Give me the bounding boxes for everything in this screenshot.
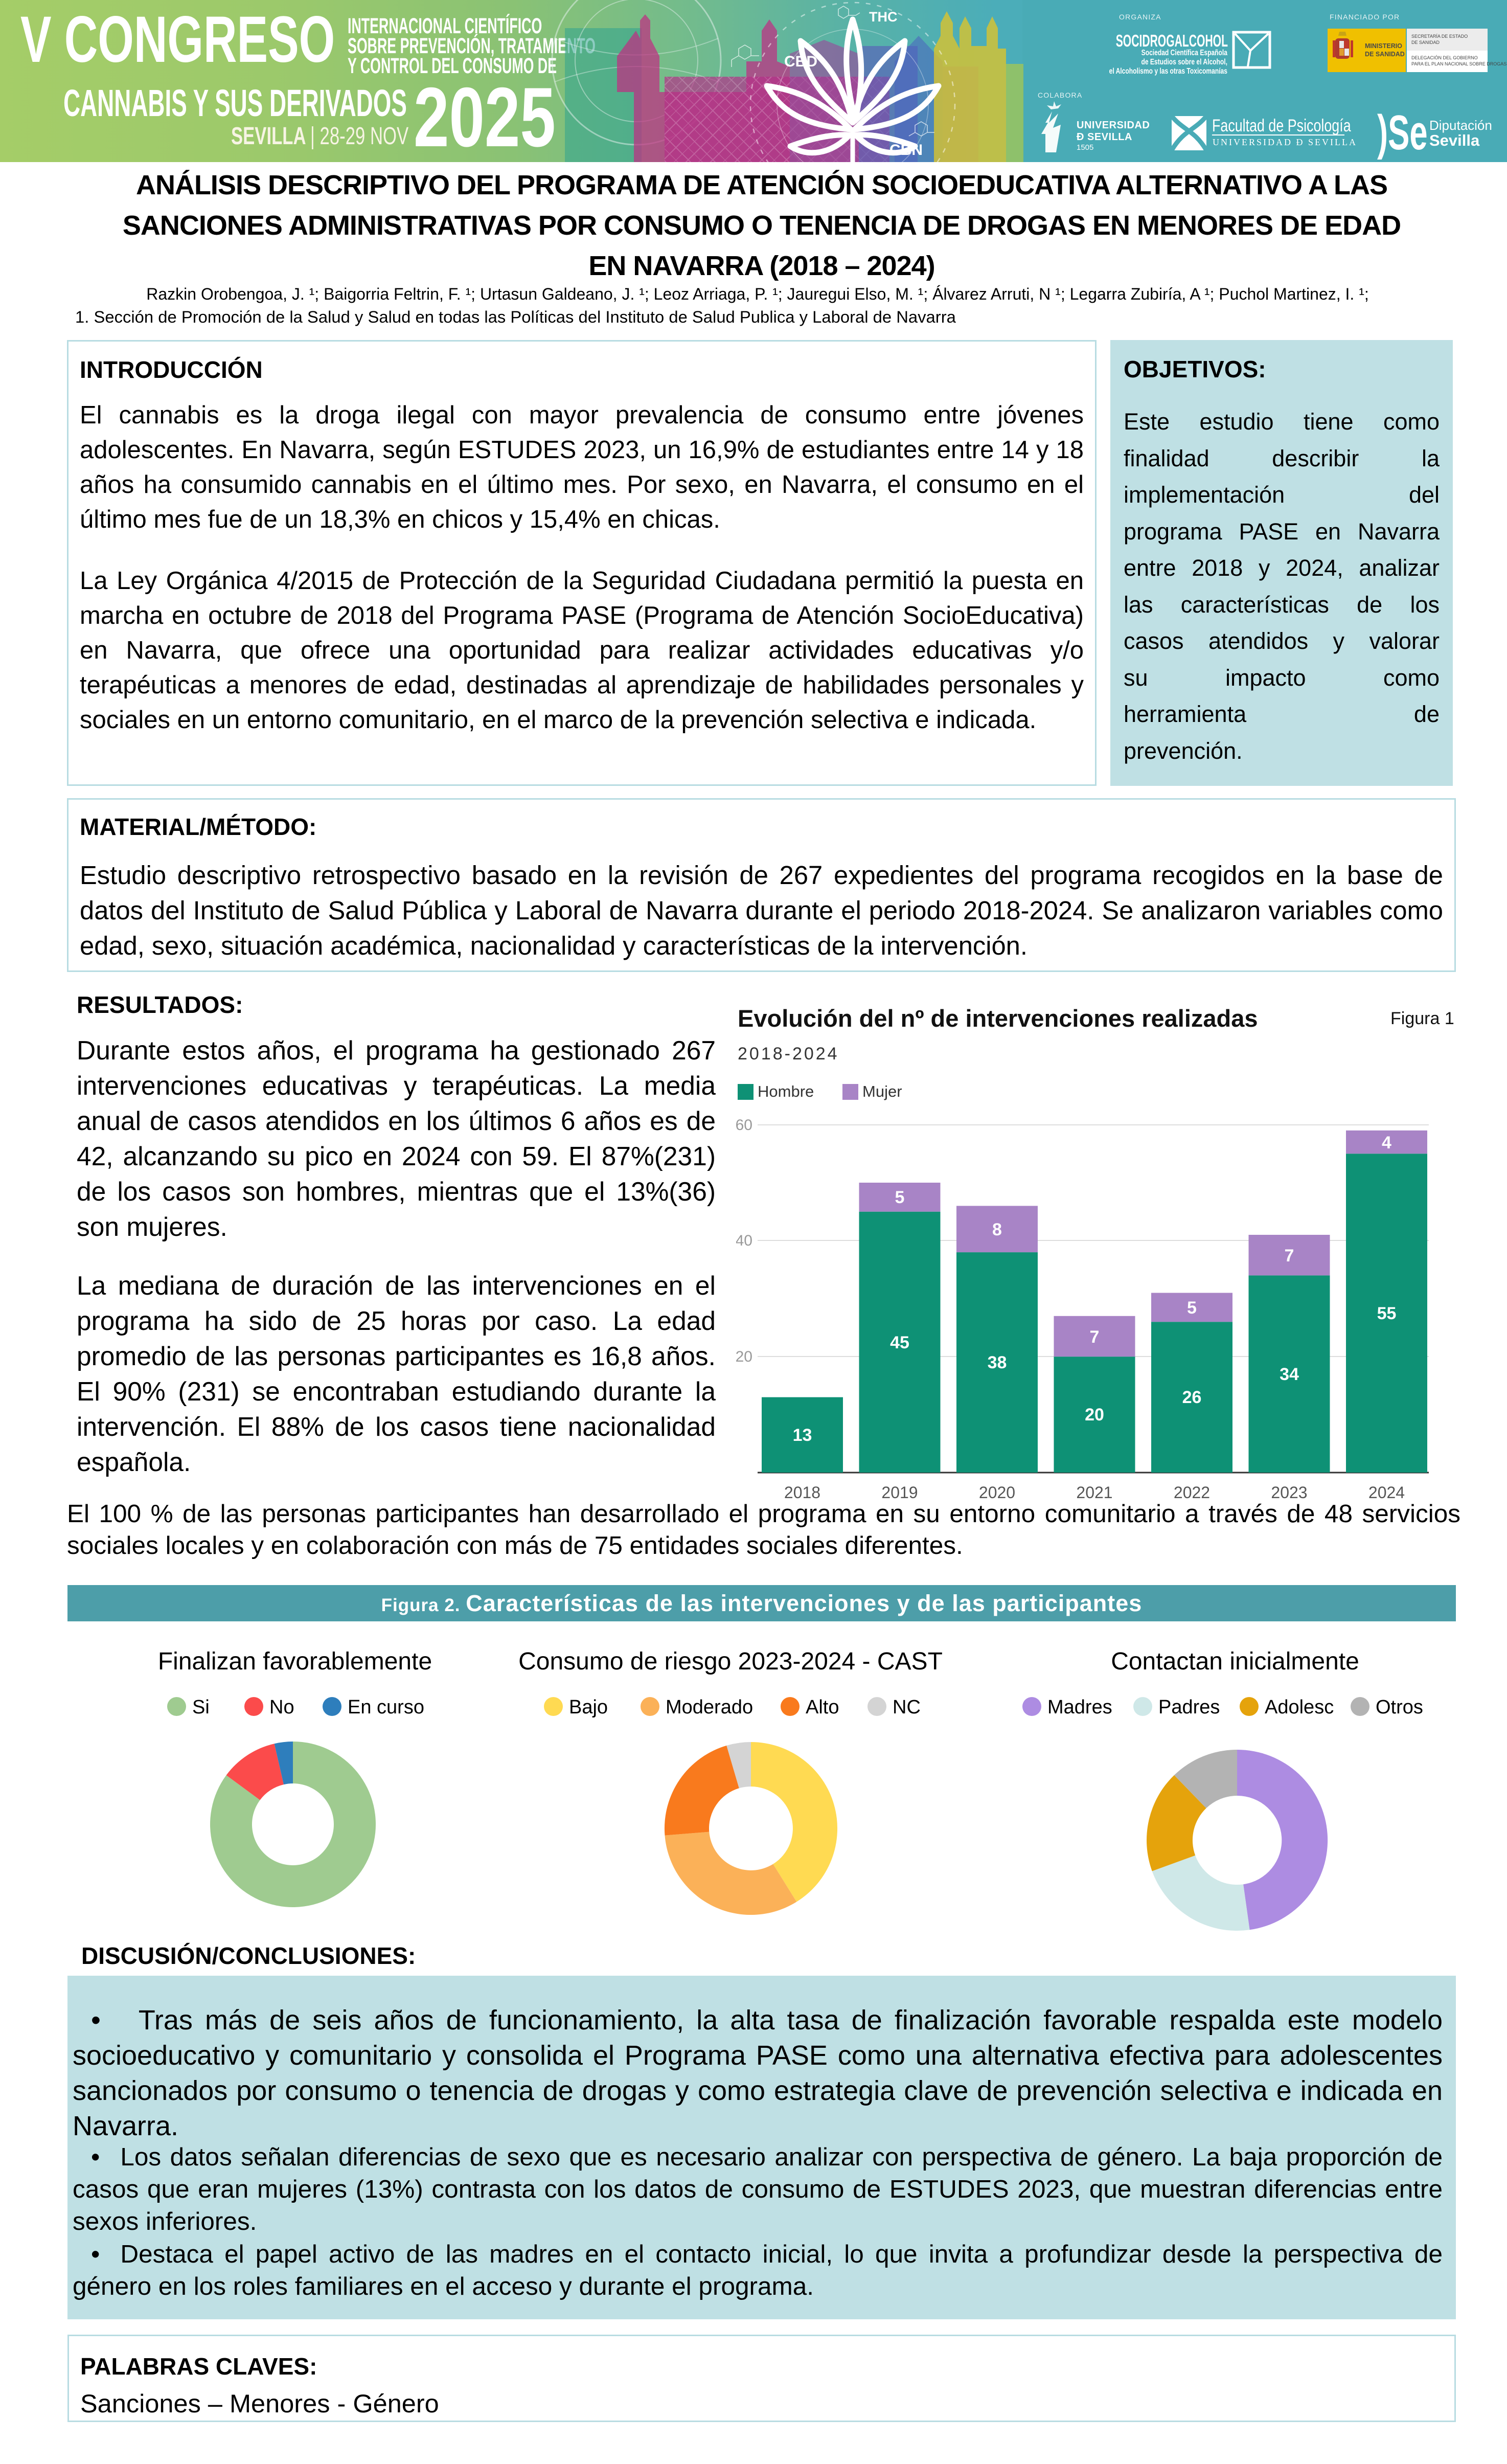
svg-text:1505: 1505 xyxy=(1077,143,1093,152)
svg-text:THC: THC xyxy=(869,9,898,25)
svg-text:Hombre: Hombre xyxy=(758,1082,814,1100)
svg-text:)Se: )Se xyxy=(1377,105,1428,160)
svg-text:45: 45 xyxy=(890,1333,909,1352)
svg-text:SOCIDROGALCOHOL: SOCIDROGALCOHOL xyxy=(1116,31,1228,50)
svg-text:SECRETARÍA DE ESTADO: SECRETARÍA DE ESTADO xyxy=(1411,34,1468,39)
svg-text:FINANCIADO POR: FINANCIADO POR xyxy=(1330,13,1400,21)
svg-text:Sevilla: Sevilla xyxy=(1429,131,1480,149)
svg-text:UNIVERSIDAD Ð SEVILLA: UNIVERSIDAD Ð SEVILLA xyxy=(1213,137,1357,147)
svg-text:2023: 2023 xyxy=(1271,1483,1307,1502)
svg-text:2018: 2018 xyxy=(784,1483,820,1502)
svg-text:PARA EL PLAN NACIONAL SOBRE DR: PARA EL PLAN NACIONAL SOBRE DROGAS xyxy=(1411,61,1506,66)
svg-text:26: 26 xyxy=(1182,1388,1202,1407)
svg-text:40: 40 xyxy=(736,1232,752,1249)
svg-text:DE SANIDAD: DE SANIDAD xyxy=(1411,40,1440,45)
svg-text:2019: 2019 xyxy=(881,1483,918,1502)
svg-text:Sociedad Científica Española: Sociedad Científica Española xyxy=(1141,48,1228,57)
svg-text:CBN: CBN xyxy=(889,142,923,159)
svg-text:7: 7 xyxy=(1285,1246,1294,1265)
svg-text:ORGANIZA: ORGANIZA xyxy=(1119,13,1161,21)
svg-text:COLABORA: COLABORA xyxy=(1038,91,1082,99)
svg-text:5: 5 xyxy=(1187,1298,1197,1318)
svg-text:2018-2024: 2018-2024 xyxy=(738,1044,839,1064)
svg-text:MINISTERIO: MINISTERIO xyxy=(1365,42,1402,50)
svg-text:5: 5 xyxy=(895,1188,905,1207)
svg-text:UNIVERSIDAD: UNIVERSIDAD xyxy=(1077,120,1150,131)
svg-text:2021: 2021 xyxy=(1076,1483,1112,1502)
svg-text:55: 55 xyxy=(1377,1304,1397,1323)
svg-text:4: 4 xyxy=(1382,1133,1391,1152)
svg-text:Evolución del nº de intervenci: Evolución del nº de intervenciones reali… xyxy=(738,1005,1258,1032)
svg-text:2024: 2024 xyxy=(1368,1483,1405,1502)
svg-text:Mujer: Mujer xyxy=(862,1082,902,1100)
svg-text:el Alcoholismo y las otras Tox: el Alcoholismo y las otras Toxicomanías xyxy=(1109,66,1228,76)
svg-text:Ð SEVILLA: Ð SEVILLA xyxy=(1077,131,1132,143)
svg-text:2020: 2020 xyxy=(979,1483,1015,1502)
svg-text:Diputación: Diputación xyxy=(1429,118,1492,133)
svg-text:20: 20 xyxy=(736,1348,752,1365)
svg-text:34: 34 xyxy=(1280,1365,1299,1384)
svg-text:Facultad de Psicología: Facultad de Psicología xyxy=(1212,116,1351,135)
svg-text:7: 7 xyxy=(1090,1327,1100,1347)
svg-text:20: 20 xyxy=(1085,1405,1104,1425)
svg-text:DELEGACIÓN DEL GOBIERNO: DELEGACIÓN DEL GOBIERNO xyxy=(1411,55,1478,60)
svg-text:13: 13 xyxy=(793,1426,812,1445)
svg-text:Figura 1: Figura 1 xyxy=(1390,1009,1454,1028)
svg-text:60: 60 xyxy=(736,1117,752,1134)
svg-text:38: 38 xyxy=(988,1353,1007,1372)
svg-text:DE SANIDAD: DE SANIDAD xyxy=(1365,51,1405,58)
svg-text:8: 8 xyxy=(992,1220,1002,1239)
svg-text:CBD: CBD xyxy=(784,53,817,70)
svg-text:de Estudios sobre el Alcohol,: de Estudios sobre el Alcohol, xyxy=(1141,57,1227,66)
svg-text:2022: 2022 xyxy=(1174,1483,1210,1502)
